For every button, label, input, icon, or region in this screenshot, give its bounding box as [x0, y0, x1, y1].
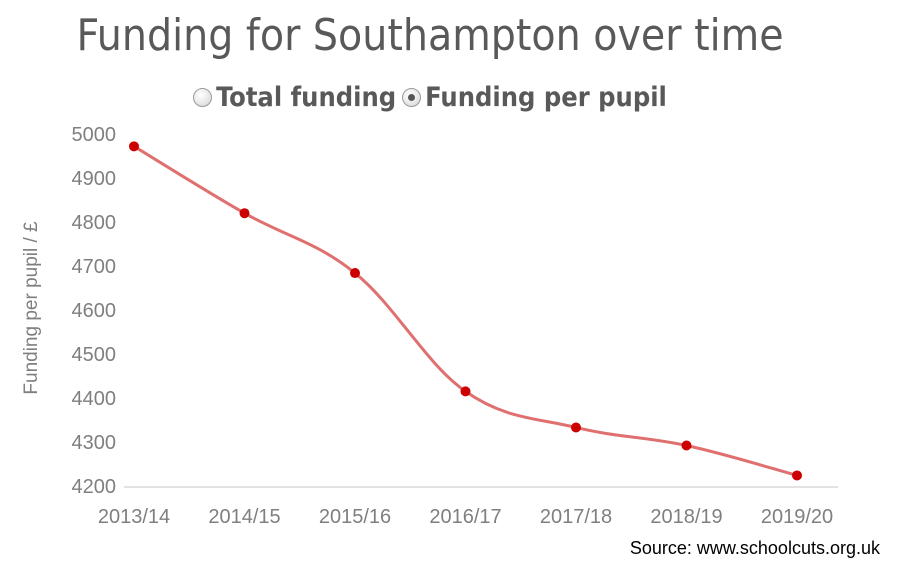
option-total-funding-label: Total funding — [216, 82, 397, 113]
radio-total-funding[interactable] — [193, 88, 213, 107]
x-axis-ticks: 2013/14 2014/15 2015/16 2016/17 2017/18 2018/… — [98, 506, 833, 528]
y-tick-label: 4200 — [72, 476, 117, 498]
x-tick-label: 2019/20 — [761, 506, 833, 528]
x-tick-label: 2013/14 — [98, 506, 170, 528]
y-tick-label: 4700 — [72, 256, 117, 278]
y-tick-label: 4300 — [72, 432, 117, 454]
data-point[interactable] — [129, 141, 139, 152]
x-tick-label: 2017/18 — [540, 506, 612, 528]
option-funding-per-pupil-label: Funding per pupil — [425, 82, 667, 113]
data-point[interactable] — [460, 386, 471, 397]
x-tick-label: 2016/17 — [429, 506, 501, 528]
y-tick-label: 4600 — [72, 300, 117, 322]
x-tick-label: 2015/16 — [319, 506, 391, 528]
view-toggle: Total funding Funding per pupil — [0, 82, 860, 113]
series-line — [132, 144, 799, 477]
chart-title: Funding for Southampton over time — [76, 10, 784, 61]
y-tick-label: 5000 — [72, 124, 117, 146]
x-tick-label: 2018/19 — [650, 506, 722, 528]
option-funding-per-pupil[interactable]: Funding per pupil — [402, 82, 667, 113]
option-total-funding[interactable]: Total funding — [193, 82, 396, 113]
y-tick-label: 4800 — [72, 212, 117, 234]
data-point[interactable] — [681, 440, 692, 451]
y-tick-label: 4900 — [72, 168, 117, 190]
data-point[interactable] — [571, 422, 581, 433]
data-point[interactable] — [350, 268, 360, 279]
y-axis-label: Funding per pupil / £ — [21, 221, 42, 395]
x-tick-label: 2014/15 — [208, 506, 280, 528]
data-point[interactable] — [239, 208, 250, 219]
y-tick-label: 4500 — [72, 344, 117, 366]
radio-funding-per-pupil[interactable] — [402, 88, 422, 107]
y-tick-label: 4400 — [72, 388, 117, 410]
source-note: Source: www.schoolcuts.org.uk — [629, 538, 880, 558]
data-points — [129, 141, 802, 481]
data-point[interactable] — [792, 470, 802, 481]
y-axis-ticks: 4200 4300 4400 4500 4600 4700 4800 4900 5000 — [72, 124, 117, 498]
